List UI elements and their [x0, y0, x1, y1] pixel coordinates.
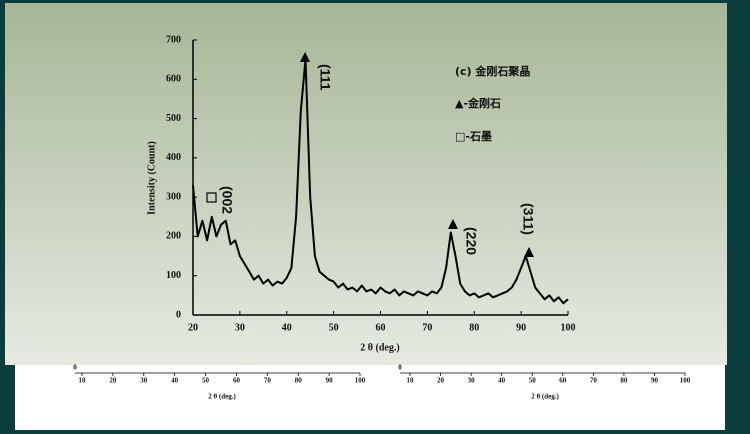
peak-marker — [206, 192, 217, 203]
peak-label: (111 — [317, 64, 333, 91]
y-tick-label: 300 — [166, 191, 181, 202]
lower-x-tick-label: 50 — [529, 377, 537, 385]
x-tick-label: 20 — [188, 322, 198, 333]
y-tick-label: 500 — [166, 113, 181, 124]
lower-x-tick-label: 100 — [680, 377, 691, 385]
lower-x-tick-label: 90 — [651, 377, 659, 385]
peak-marker — [524, 247, 534, 257]
lower-x-label: 2 θ (deg.) — [531, 393, 559, 401]
y-tick-label: 0 — [176, 309, 181, 320]
y-tick-label: 100 — [166, 270, 181, 281]
lower-x-tick-label: 60 — [559, 377, 567, 385]
lower-y-tick-label: 0 — [73, 364, 77, 372]
lower-x-tick-label: 60 — [233, 377, 241, 385]
lower-x-tick-label: 10 — [407, 377, 415, 385]
legend-note: ▲-金刚石 — [455, 96, 501, 110]
lower-x-tick-label: 70 — [264, 377, 272, 385]
lower-x-tick-label: 50 — [202, 377, 210, 385]
lower-panel — [15, 365, 725, 430]
lower-x-tick-label: 20 — [437, 377, 445, 385]
peak-label: (220 — [463, 227, 479, 255]
lower-x-tick-label: 10 — [79, 377, 87, 385]
x-tick-label: 90 — [516, 322, 526, 333]
y-axis-label: Intensity (Count) — [146, 141, 157, 215]
x-tick-label: 50 — [329, 322, 339, 333]
lower-y-tick-label: 0 — [398, 364, 402, 372]
lower-x-tick-label: 80 — [295, 377, 303, 385]
lower-x-tick-label: 20 — [109, 377, 117, 385]
x-tick-label: 100 — [561, 322, 576, 333]
y-tick-label: 700 — [166, 34, 181, 45]
lower-x-tick-label: 30 — [468, 377, 476, 385]
y-tick-label: 400 — [166, 152, 181, 163]
x-axis-label: 2 θ (deg.) — [360, 342, 399, 353]
legend-note: □-石墨 — [455, 130, 492, 143]
lower-x-tick-label: 90 — [326, 377, 334, 385]
lower-x-tick-label: 70 — [590, 377, 598, 385]
lower-x-tick-label: 40 — [171, 377, 179, 385]
legend-note: (c) 金刚石聚晶 — [455, 64, 530, 78]
lower-x-tick-label: 30 — [140, 377, 148, 385]
peak-marker — [300, 52, 310, 62]
y-tick-label: 200 — [166, 231, 181, 242]
x-tick-label: 40 — [282, 322, 292, 333]
x-tick-label: 80 — [469, 322, 479, 333]
x-tick-label: 70 — [422, 322, 432, 333]
peak-label: (002 — [219, 186, 235, 214]
peak-marker — [448, 219, 458, 229]
x-tick-label: 30 — [235, 322, 245, 333]
data-line — [192, 58, 569, 305]
x-tick-label: 60 — [376, 322, 386, 333]
lower-x-tick-label: 80 — [620, 377, 628, 385]
peak-label: (311) — [520, 203, 536, 235]
y-tick-label: 600 — [166, 74, 181, 85]
lower-x-label: 2 θ (deg.) — [208, 393, 236, 401]
lower-x-tick-label: 40 — [498, 377, 506, 385]
chart-panel — [5, 3, 727, 365]
lower-x-tick-label: 100 — [355, 377, 366, 385]
